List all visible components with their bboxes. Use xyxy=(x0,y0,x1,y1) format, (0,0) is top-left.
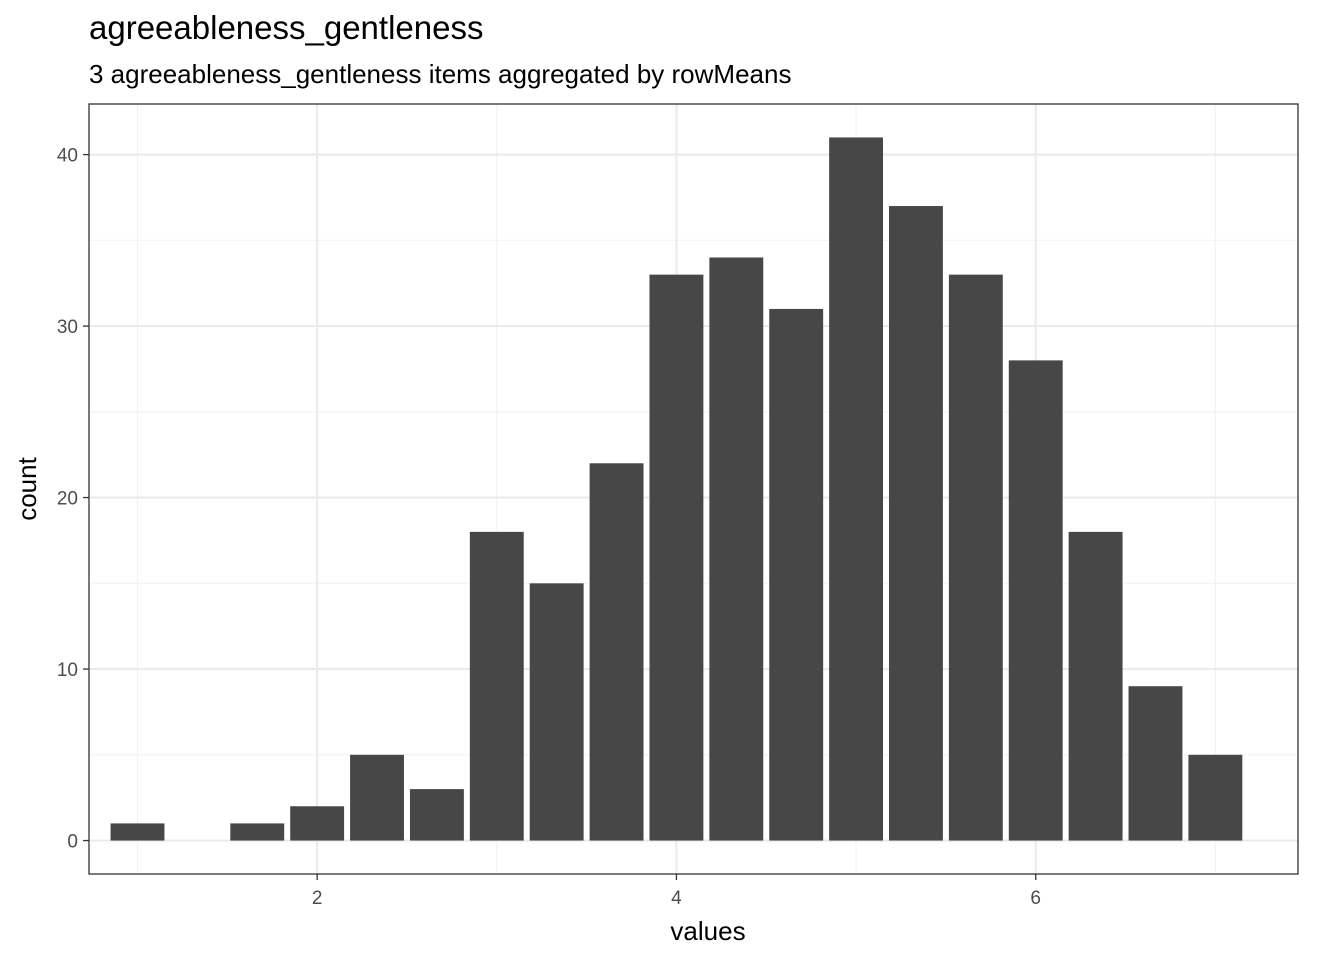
y-axis-title: count xyxy=(12,456,42,520)
bar xyxy=(1128,686,1183,841)
bar xyxy=(948,274,1003,841)
bar xyxy=(889,206,943,841)
bars xyxy=(110,137,1243,841)
bar xyxy=(350,754,404,841)
chart-title: agreeableness_gentleness xyxy=(89,9,484,46)
chart-subtitle: 3 agreeableness_gentleness items aggrega… xyxy=(89,59,792,89)
bar xyxy=(1188,754,1243,841)
bar xyxy=(290,806,345,841)
y-tick-label: 0 xyxy=(67,832,78,853)
x-tick-label: 2 xyxy=(312,888,323,909)
bar xyxy=(649,274,704,841)
x-axis: 2 4 6 xyxy=(312,874,1041,909)
bar xyxy=(709,257,764,841)
y-tick-label: 40 xyxy=(57,146,78,167)
bar xyxy=(409,789,464,841)
bar xyxy=(589,463,644,841)
bar xyxy=(1068,531,1123,841)
x-axis-title: values xyxy=(670,916,745,946)
y-tick-label: 10 xyxy=(57,660,78,681)
bar xyxy=(230,823,285,841)
y-tick-label: 20 xyxy=(57,489,78,510)
bar xyxy=(769,308,824,841)
y-tick-label: 30 xyxy=(57,317,78,338)
bar xyxy=(1008,360,1063,841)
x-tick-label: 6 xyxy=(1030,888,1041,909)
bar xyxy=(529,583,584,841)
y-axis: 0 10 20 30 40 xyxy=(57,146,89,853)
bar xyxy=(469,531,524,841)
x-tick-label: 4 xyxy=(671,888,682,909)
bar xyxy=(829,137,884,841)
plot-border xyxy=(88,103,1299,875)
bar xyxy=(110,823,165,841)
